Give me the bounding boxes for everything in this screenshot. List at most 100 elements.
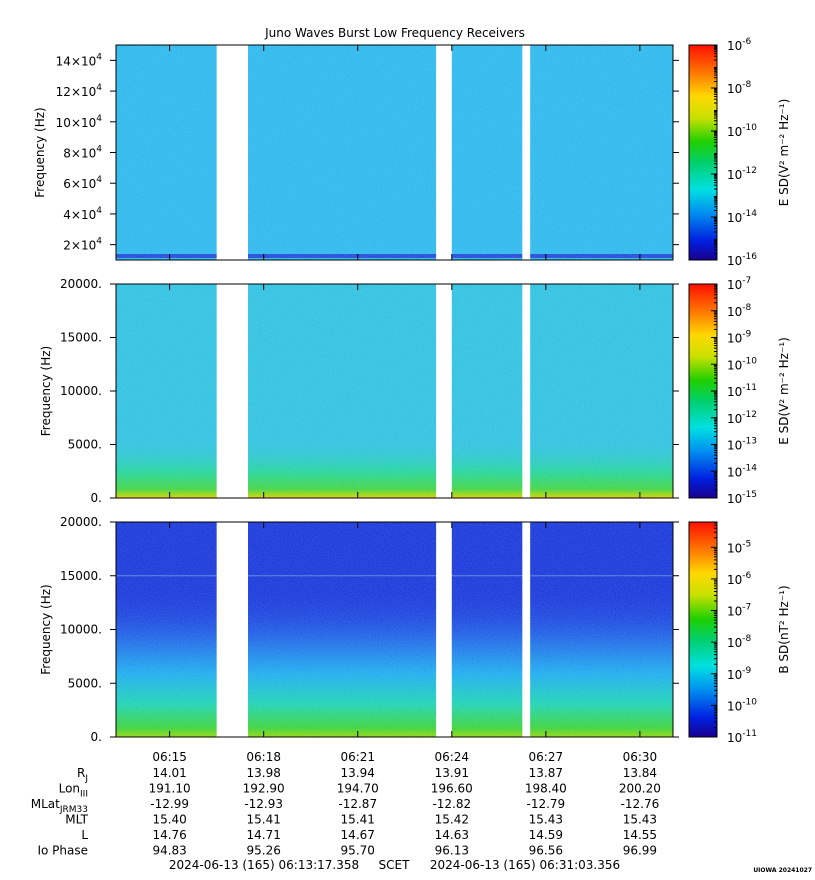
colorbar-tick-label: 10-8	[727, 634, 752, 650]
data-gap	[522, 521, 531, 738]
colorbar-tick-label: 10-14	[727, 209, 757, 225]
colorbar-tick-label: 10-7	[727, 276, 751, 292]
spectrogram-panel-2: 0. 5000. 10000. 15000. 20000. Frequency (Hz) 1…	[39, 276, 791, 506]
y-axis-label: Frequency (Hz)	[39, 584, 53, 675]
ephemeris-row-label: MLT	[65, 813, 88, 827]
colorbar-tick-label: 10-9	[727, 666, 752, 682]
y-tick-label: 10×104	[56, 114, 103, 130]
colorbar-tick-label: 10-10	[727, 356, 757, 372]
colorbar-tick-label: 10-12	[727, 166, 757, 182]
colorbar-tick-label: 10-13	[727, 437, 757, 453]
colorbar-tick-label: 10-9	[727, 330, 752, 346]
ephemeris-value: 13.98	[247, 766, 281, 780]
ephemeris-value: -12.82	[432, 797, 471, 811]
ephemeris-value: 196.60	[431, 782, 473, 796]
ephemeris-value: 15.41	[247, 813, 281, 827]
x-tick-label: 06:30	[623, 750, 658, 764]
y-tick-label: 20000.	[60, 515, 102, 529]
ephemeris-row-label: RJ	[77, 766, 88, 784]
colorbar-tick-label: 10-6	[727, 37, 752, 53]
colorbar-label: E SD(V² m⁻² Hz⁻¹)	[777, 99, 791, 207]
colorbar-tick-label: 10-16	[727, 252, 757, 268]
ephemeris-value: 13.91	[435, 766, 469, 780]
y-tick-label: 0.	[91, 491, 102, 505]
ephemeris-value: 14.59	[529, 828, 563, 842]
spectrogram-noise	[116, 284, 673, 498]
y-axis-label: Frequency (Hz)	[33, 107, 47, 198]
ephemeris-value: -12.79	[526, 797, 565, 811]
ephemeris-value: -12.76	[621, 797, 660, 811]
y-tick-label: 10000.	[60, 623, 102, 637]
figure-title: Juno Waves Burst Low Frequency Receivers	[264, 26, 525, 40]
ephemeris-value: 194.70	[337, 782, 379, 796]
y-tick-label: 12×104	[56, 83, 103, 99]
data-gap	[436, 283, 452, 499]
spectrogram-noise	[116, 45, 673, 260]
colorbar	[688, 44, 718, 261]
footer-start-time: 2024-06-13 (165) 06:13:17.358	[169, 858, 359, 872]
data-gap	[216, 44, 249, 261]
y-tick-label: 2×104	[63, 237, 102, 253]
x-tick-label: 06:21	[340, 750, 375, 764]
footer-end-time: 2024-06-13 (165) 06:31:03.356	[430, 858, 620, 872]
y-tick-label: 5000.	[68, 676, 102, 690]
time-axis: 06:15 06:18 06:21 06:24 06:27 06:30	[152, 45, 657, 764]
colorbar-tick-label: 10-8	[727, 80, 752, 96]
colorbar-tick-label: 10-10	[727, 123, 757, 139]
y-tick-label: 10000.	[60, 384, 102, 398]
data-gap	[216, 283, 249, 499]
ephemeris-value: 15.40	[152, 813, 186, 827]
ephemeris-value: 15.42	[435, 813, 469, 827]
ephemeris-value: 95.70	[341, 844, 375, 858]
ephemeris-value: 198.40	[525, 782, 567, 796]
ephemeris-value: 14.67	[341, 828, 375, 842]
x-tick-label: 06:15	[152, 750, 187, 764]
y-tick-label: 14×104	[56, 52, 103, 68]
colorbar-tick-label: 10-6	[727, 571, 752, 587]
ephemeris-value: 14.71	[247, 828, 281, 842]
colorbar-tick-label: 10-8	[727, 303, 752, 319]
y-axis-label: Frequency (Hz)	[39, 346, 53, 437]
colorbar-tick-label: 10-15	[727, 490, 757, 506]
ephemeris-value: -12.93	[244, 797, 283, 811]
data-gap	[436, 521, 452, 738]
spectrogram-panel-1: 2×104 4×104 6×104 8×104 10×104 12×104 14×104 Fr…	[33, 37, 791, 268]
data-gap	[436, 44, 452, 261]
ephemeris-value: 14.63	[435, 828, 469, 842]
ephemeris-value: 96.13	[435, 844, 469, 858]
ephemeris-value: 15.43	[623, 813, 657, 827]
colorbar-tick-label: 10-7	[727, 603, 751, 619]
data-gap	[522, 44, 531, 261]
spectrogram-panel-3: 0. 5000. 10000. 15000. 20000. Frequency (Hz) 1…	[39, 515, 791, 745]
ephemeris-value: 14.01	[152, 766, 186, 780]
colorbar-label: E SD(V² m⁻² Hz⁻¹)	[777, 337, 791, 445]
y-tick-label: 8×104	[63, 145, 102, 161]
ephemeris-row-label: Io Phase	[37, 844, 88, 858]
data-gap	[522, 283, 531, 499]
x-tick-label: 06:27	[529, 750, 564, 764]
y-tick-label: 5000.	[68, 438, 102, 452]
colorbar	[688, 521, 718, 738]
spectrogram-noise	[116, 522, 673, 737]
ephemeris-value: 13.84	[623, 766, 657, 780]
x-tick-label: 06:24	[434, 750, 469, 764]
ephemeris-value: 192.90	[243, 782, 285, 796]
ephemeris-value: 94.83	[152, 844, 186, 858]
ephemeris-row-label: MLatJRM33	[31, 797, 88, 815]
footer-time-system: SCET	[379, 858, 411, 872]
colorbar-tick-label: 10-11	[727, 383, 757, 399]
ephemeris-value: 200.20	[619, 782, 661, 796]
spectrogram-panels: 2×104 4×104 6×104 8×104 10×104 12×104 14×104 Fr…	[33, 37, 791, 745]
ephemeris-row-label: L	[81, 828, 88, 842]
ephemeris-value: 13.94	[341, 766, 375, 780]
ephemeris-value: 96.99	[623, 844, 657, 858]
ephemeris-value: 95.26	[247, 844, 281, 858]
colorbar-tick-label: 10-10	[727, 697, 757, 713]
ephemeris-value: 15.43	[529, 813, 563, 827]
colorbar-tick-label: 10-12	[727, 410, 757, 426]
colorbar-label: B SD(nT² Hz⁻¹)	[777, 585, 791, 673]
institution-stamp: UIOWA 20241027	[753, 867, 812, 874]
ephemeris-value: 15.41	[341, 813, 375, 827]
data-gap	[216, 521, 249, 738]
